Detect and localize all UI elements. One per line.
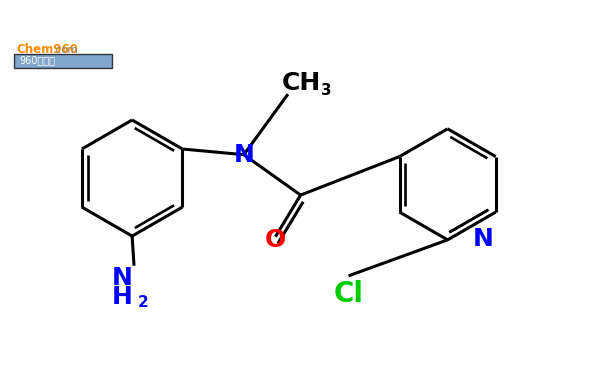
Text: 3: 3 (321, 83, 331, 98)
Text: H: H (113, 285, 133, 309)
Text: O: O (265, 228, 286, 252)
Text: N: N (234, 143, 254, 167)
Text: Cl: Cl (333, 279, 364, 308)
Text: CH: CH (283, 71, 321, 95)
Text: N: N (473, 227, 494, 251)
Text: 2: 2 (138, 295, 149, 310)
Text: Chem960: Chem960 (17, 44, 79, 57)
Text: .com: .com (53, 45, 79, 55)
FancyBboxPatch shape (14, 54, 112, 68)
Text: 960化工网: 960化工网 (19, 56, 55, 66)
Text: N: N (113, 266, 133, 290)
